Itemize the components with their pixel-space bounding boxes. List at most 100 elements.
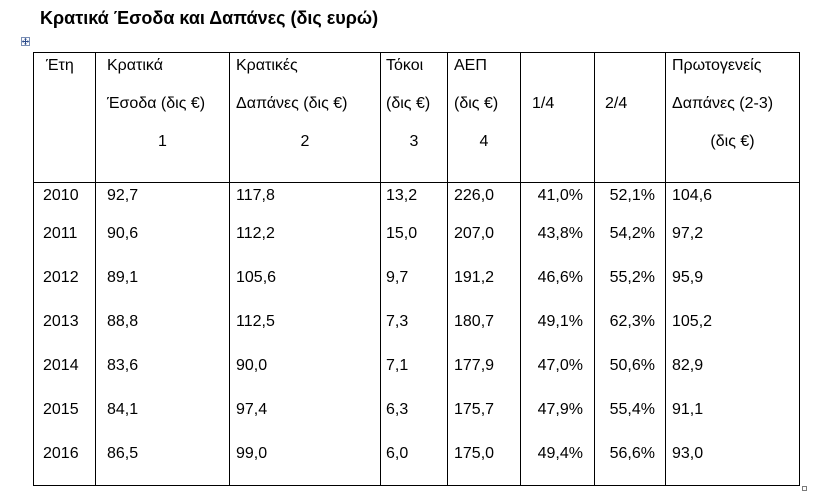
column-expenditure: 117,8 112,2 105,6 112,5 90,0 97,4 99,0 xyxy=(229,182,381,486)
table-cell-year: 2015 xyxy=(43,401,79,418)
header-expenditure-line2: Δαπάνες (δις €) xyxy=(236,95,348,112)
header-gdp-line1: ΑΕΠ xyxy=(454,57,487,74)
table-cell-ratio-2-4: 52,1% xyxy=(609,187,655,204)
table-cell-primary: 95,9 xyxy=(672,269,704,286)
table-cell-expenditure: 112,2 xyxy=(236,225,275,242)
header-cell-ratio-2-4: 2/4 xyxy=(594,52,666,183)
header-ratio-1-4-label: 1/4 xyxy=(532,95,555,112)
table-cell-ratio-1-4: 43,8% xyxy=(537,225,583,242)
header-revenue-line1: Κρατικά xyxy=(107,57,163,74)
table-cell-year: 2016 xyxy=(43,445,79,462)
table-cell-ratio-1-4: 46,6% xyxy=(537,269,583,286)
table-cell-expenditure: 117,8 xyxy=(236,187,275,204)
table-cell-primary: 97,2 xyxy=(672,225,704,242)
column-ratio-2-4: 52,1% 54,2% 55,2% 62,3% 50,6% 55,4% 56,6… xyxy=(594,182,666,486)
column-gdp: 226,0 207,0 191,2 180,7 177,9 175,7 175,… xyxy=(447,182,521,486)
table-cell-year: 2011 xyxy=(43,225,78,242)
header-gdp-line2: (δις €) xyxy=(454,95,499,112)
table-cell-interest: 9,7 xyxy=(386,269,409,286)
header-primary-line2: Δαπάνες (2-3) xyxy=(672,95,774,112)
column-interest: 13,2 15,0 9,7 7,3 7,1 6,3 6,0 xyxy=(380,182,448,486)
move-arrows-icon xyxy=(22,38,29,45)
table-cell-ratio-1-4: 47,9% xyxy=(537,401,583,418)
header-revenue-number: 1 xyxy=(158,133,167,150)
header-ratio-2-4-label: 2/4 xyxy=(605,95,628,112)
table-cell-revenue: 88,8 xyxy=(107,313,139,330)
table-cell-expenditure: 90,0 xyxy=(236,357,268,374)
table-cell-interest: 6,0 xyxy=(386,445,409,462)
table-cell-revenue: 84,1 xyxy=(107,401,139,418)
table-cell-ratio-1-4: 47,0% xyxy=(537,357,583,374)
table-cell-year: 2014 xyxy=(43,357,79,374)
table-cell-gdp: 180,7 xyxy=(454,313,495,330)
header-ratio-2-4-line1 xyxy=(595,53,665,91)
header-ratio-2-4-line3 xyxy=(595,129,665,167)
table-cell-interest: 7,3 xyxy=(386,313,409,330)
table-cell-gdp: 207,0 xyxy=(454,225,495,242)
column-primary: 104,6 97,2 95,9 105,2 82,9 91,1 93,0 xyxy=(665,182,800,486)
table-cell-ratio-1-4: 41,0% xyxy=(537,187,583,204)
table-cell-interest: 7,1 xyxy=(386,357,409,374)
table-cell-expenditure: 97,4 xyxy=(236,401,268,418)
column-revenue: 92,7 90,6 89,1 88,8 83,6 84,1 86,5 xyxy=(95,182,230,486)
column-ratio-1-4: 41,0% 43,8% 46,6% 49,1% 47,0% 47,9% 49,4… xyxy=(520,182,595,486)
header-cell-gdp: ΑΕΠ (δις €) 4 xyxy=(447,52,521,183)
header-expenditure-line1: Κρατικές xyxy=(236,57,298,74)
table-cell-ratio-2-4: 62,3% xyxy=(609,313,655,330)
table-cell-primary: 93,0 xyxy=(672,445,704,462)
table-cell-revenue: 86,5 xyxy=(107,445,139,462)
table-cell-ratio-2-4: 54,2% xyxy=(609,225,655,242)
table-cell-ratio-1-4: 49,1% xyxy=(537,313,583,330)
document-title: Κρατικά Έσοδα και Δαπάνες (δις ευρώ) xyxy=(40,8,379,28)
header-revenue-line2: Έσοδα (δις €) xyxy=(107,95,206,112)
table-cell-gdp: 175,7 xyxy=(454,401,495,418)
table-cell-revenue: 89,1 xyxy=(107,269,139,286)
header-interest-line2: (δις €) xyxy=(386,95,431,112)
table-cell-interest: 15,0 xyxy=(386,225,418,242)
header-cell-year: Έτη xyxy=(33,52,96,183)
data-body: 2010 2011 2012 2013 2014 2015 2016 92,7 … xyxy=(33,182,800,486)
table-cell-gdp: 191,2 xyxy=(454,269,495,286)
table-cell-primary: 91,1 xyxy=(672,401,704,418)
table-cell-ratio-2-4: 55,2% xyxy=(609,269,655,286)
header-year-label: Έτη xyxy=(46,57,74,74)
header-cell-interest: Τόκοι (δις €) 3 xyxy=(380,52,448,183)
table-cell-ratio-2-4: 56,6% xyxy=(609,445,655,462)
table-cell-year: 2012 xyxy=(43,269,79,286)
fiscal-data-table: Έτη Κρατικά Έσοδα (δις €) 1 Κρατικές Δαπ… xyxy=(33,52,800,486)
table-cell-expenditure: 112,5 xyxy=(236,313,275,330)
table-cell-primary: 82,9 xyxy=(672,357,704,374)
header-expenditure-number: 2 xyxy=(300,133,310,150)
header-cell-primary: Πρωτογενείς Δαπάνες (2-3) (δις €) xyxy=(665,52,800,183)
header-interest-line1: Τόκοι xyxy=(386,57,424,74)
table-cell-primary: 104,6 xyxy=(672,187,713,204)
header-ratio-1-4-line1 xyxy=(521,53,594,91)
table-cell-ratio-2-4: 55,4% xyxy=(609,401,655,418)
table-cell-interest: 6,3 xyxy=(386,401,409,418)
table-cell-primary: 105,2 xyxy=(672,313,713,330)
table-cell-year: 2010 xyxy=(43,187,79,204)
table-cell-revenue: 90,6 xyxy=(107,225,139,242)
table-cell-ratio-2-4: 50,6% xyxy=(609,357,655,374)
table-cell-gdp: 226,0 xyxy=(454,187,495,204)
header-primary-line1: Πρωτογενείς xyxy=(672,57,762,74)
header-gdp-number: 4 xyxy=(479,133,489,150)
table-cell-expenditure: 99,0 xyxy=(236,445,268,462)
table-cell-year: 2013 xyxy=(43,313,79,330)
table-cell-gdp: 175,0 xyxy=(454,445,495,462)
table-resize-icon[interactable] xyxy=(802,486,807,491)
table-move-icon[interactable] xyxy=(21,37,30,46)
header-interest-number: 3 xyxy=(409,133,419,150)
header-row: Έτη Κρατικά Έσοδα (δις €) 1 Κρατικές Δαπ… xyxy=(33,52,800,183)
header-cell-expenditure: Κρατικές Δαπάνες (δις €) 2 xyxy=(229,52,381,183)
table-cell-interest: 13,2 xyxy=(386,187,418,204)
table-cell-revenue: 83,6 xyxy=(107,357,139,374)
table-cell-ratio-1-4: 49,4% xyxy=(537,445,583,462)
column-year: 2010 2011 2012 2013 2014 2015 2016 xyxy=(33,182,96,486)
header-cell-revenue: Κρατικά Έσοδα (δις €) 1 xyxy=(95,52,230,183)
header-primary-line3: (δις €) xyxy=(710,133,755,150)
table-cell-expenditure: 105,6 xyxy=(236,269,277,286)
header-ratio-1-4-line3 xyxy=(521,129,594,167)
table-cell-revenue: 92,7 xyxy=(107,187,139,204)
table-cell-gdp: 177,9 xyxy=(454,357,495,374)
